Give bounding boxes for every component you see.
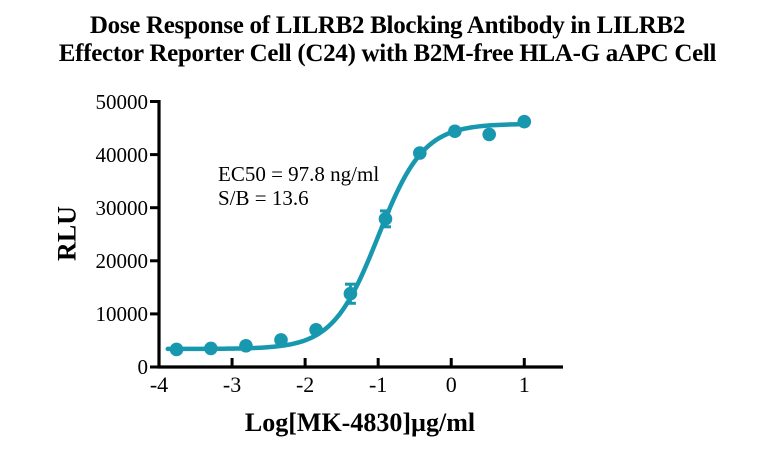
axis-lines	[157, 100, 563, 369]
data-point	[517, 114, 532, 129]
y-tick-label: 20000	[95, 248, 149, 273]
fit-curve	[165, 121, 527, 352]
chart-title-line1: Dose Response of LILRB2 Blocking Antibod…	[89, 12, 686, 39]
data-point	[482, 127, 497, 142]
sb-value: S/B = 13.6	[218, 186, 309, 210]
data-point	[448, 124, 462, 139]
y-tick-label: 30000	[95, 195, 149, 220]
ec50-value: EC50 = 97.8 ng/ml	[218, 162, 380, 186]
x-tick-label: -4	[149, 372, 169, 397]
data-point	[239, 338, 253, 353]
y-tick-label: 40000	[95, 142, 149, 167]
chart-title-line2: Effector Reporter Cell (C24) with B2M-fr…	[58, 40, 717, 67]
x-tick-label: 0	[445, 372, 457, 397]
x-axis-label: Log[MK-4830]µg/ml	[244, 408, 476, 437]
y-tick-label: 0	[137, 355, 149, 379]
data-point	[309, 323, 323, 337]
chart-title: Dose Response of LILRB2 Blocking Antibod…	[0, 12, 775, 68]
data-point	[378, 212, 393, 226]
data-point	[204, 341, 218, 356]
data-point	[343, 286, 358, 301]
data-point	[274, 333, 288, 347]
y-tick-label: 50000	[95, 89, 149, 114]
y-tick-label: 10000	[95, 301, 149, 326]
data-point	[169, 342, 184, 357]
data-point	[413, 146, 427, 160]
x-tick-label: -3	[222, 372, 242, 397]
x-tick-label: -2	[295, 372, 315, 397]
fit-annotation: EC50 = 97.8 ng/ml S/B = 13.6	[218, 162, 379, 210]
x-tick-label: 1	[518, 372, 530, 397]
x-tick-label: -1	[368, 372, 388, 397]
